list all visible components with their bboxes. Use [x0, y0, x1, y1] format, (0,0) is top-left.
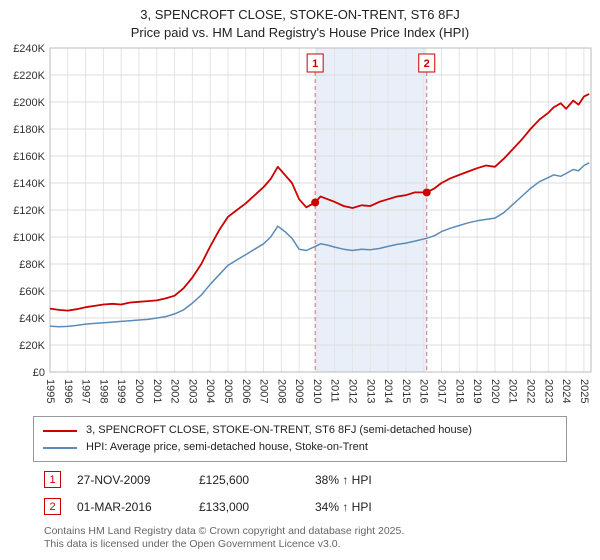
x-tick-label: 1995: [44, 379, 56, 403]
legend-row-hpi: HPI: Average price, semi-detached house,…: [43, 439, 557, 456]
sale-marker-box: [306, 53, 324, 73]
x-tick-label: 2023: [542, 379, 554, 403]
y-tick-label: £20K: [19, 340, 45, 352]
sale-1-price: £125,600: [199, 472, 250, 487]
y-tick-label: £200K: [13, 97, 45, 109]
y-tick-label: £120K: [13, 205, 45, 217]
x-tick-label: 2011: [329, 379, 341, 403]
legend-row-property: 3, SPENCROFT CLOSE, STOKE-ON-TRENT, ST6 …: [43, 422, 557, 439]
x-tick-label: 1996: [62, 379, 74, 403]
x-tick-label: 2025: [578, 379, 590, 403]
x-tick-label: 2020: [489, 379, 501, 403]
y-tick-label: £40K: [19, 313, 45, 325]
x-tick-label: 2022: [524, 379, 536, 403]
y-tick-label: £140K: [13, 178, 45, 190]
transaction-row: 2 01-MAR-2016 £133,000 34% ↑ HPI: [44, 498, 600, 515]
y-tick-label: £160K: [13, 151, 45, 163]
chart-header: 3, SPENCROFT CLOSE, STOKE-ON-TRENT, ST6 …: [0, 0, 600, 40]
legend-label-property: 3, SPENCROFT CLOSE, STOKE-ON-TRENT, ST6 …: [86, 424, 472, 436]
license-note: Contains HM Land Registry data © Crown c…: [44, 525, 600, 551]
x-tick-label: 2003: [186, 379, 198, 403]
sale-2-price: £133,000: [199, 499, 250, 514]
property-line-swatch: [43, 429, 77, 432]
y-tick-label: £220K: [13, 70, 45, 82]
legend-label-hpi: HPI: Average price, semi-detached house,…: [86, 441, 368, 453]
x-tick-label: 2009: [293, 379, 305, 403]
series-line-property: [49, 93, 590, 312]
x-tick-label: 2021: [507, 379, 519, 403]
y-tick-label: £180K: [13, 124, 45, 136]
license-line-2: This data is licensed under the Open Gov…: [44, 538, 341, 550]
x-tick-label: 2002: [169, 379, 181, 403]
y-tick-label: £60K: [19, 286, 45, 298]
x-tick-label: 2016: [418, 379, 430, 403]
x-tick-label: 2006: [240, 379, 252, 403]
sale-point-2: [422, 188, 431, 197]
hpi-line-swatch: [43, 446, 77, 449]
x-tick-label: 1999: [115, 379, 127, 403]
transactions-list: 1 27-NOV-2009 £125,600 38% ↑ HPI 2 01-MA…: [44, 471, 600, 515]
y-tick-label: £100K: [13, 232, 45, 244]
x-tick-label: 1998: [97, 379, 109, 403]
x-tick-label: 2017: [436, 379, 448, 403]
sale-2-hpi-delta: 34% ↑ HPI: [315, 499, 372, 514]
legend: 3, SPENCROFT CLOSE, STOKE-ON-TRENT, ST6 …: [33, 416, 567, 462]
sale-1-hpi-delta: 38% ↑ HPI: [315, 472, 372, 487]
x-tick-label: 2008: [275, 379, 287, 403]
x-tick-label: 2024: [560, 379, 572, 403]
y-tick-label: £80K: [19, 259, 45, 271]
sale-1-badge: 1: [44, 471, 61, 488]
page-title: 3, SPENCROFT CLOSE, STOKE-ON-TRENT, ST6 …: [140, 7, 460, 22]
sale-marker-number: 1: [312, 58, 318, 70]
x-tick-label: 2018: [453, 379, 465, 403]
x-tick-label: 2010: [311, 379, 323, 403]
x-tick-label: 2005: [222, 379, 234, 403]
sale-point-1: [311, 198, 320, 207]
x-tick-label: 2007: [258, 379, 270, 403]
x-tick-label: 2001: [151, 379, 163, 403]
sale-1-date: 27-NOV-2009: [77, 472, 151, 487]
plot-border: [49, 47, 592, 373]
x-tick-label: 2012: [347, 379, 359, 403]
page-subtitle: Price paid vs. HM Land Registry's House …: [130, 25, 470, 40]
x-tick-label: 2013: [364, 379, 376, 403]
license-line-1: Contains HM Land Registry data © Crown c…: [44, 525, 405, 537]
x-tick-label: 2004: [204, 379, 216, 403]
sale-2-badge: 2: [44, 498, 61, 515]
transaction-row: 1 27-NOV-2009 £125,600 38% ↑ HPI: [44, 471, 600, 488]
sale-2-date: 01-MAR-2016: [77, 499, 152, 514]
x-tick-label: 2019: [471, 379, 483, 403]
sale-marker-number: 2: [424, 58, 430, 70]
x-tick-label: 2000: [133, 379, 145, 403]
x-tick-label: 1997: [80, 379, 92, 403]
y-tick-label: £240K: [13, 43, 45, 55]
x-tick-label: 2015: [400, 379, 412, 403]
sale-marker-box: [418, 53, 436, 73]
x-tick-label: 2014: [382, 379, 394, 403]
price-history-chart: £0 £20K £40K £60K £80K £100K £120K £140K £160K £1…: [13, 43, 592, 403]
series-line-hpi: [49, 162, 590, 328]
y-tick-label: £0: [33, 367, 45, 379]
